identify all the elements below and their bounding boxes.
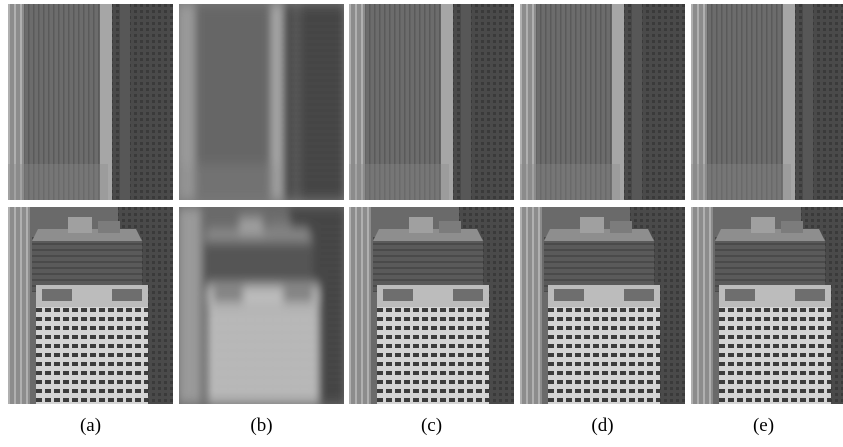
image-content <box>691 4 843 200</box>
bottom-image <box>179 207 344 404</box>
mid-block <box>373 237 483 292</box>
top-image <box>691 4 843 200</box>
top-fade <box>691 164 791 200</box>
roof-unit <box>239 217 263 233</box>
image-content <box>179 4 344 200</box>
roof-unit <box>554 289 584 301</box>
column <box>632 4 642 200</box>
left-building <box>691 207 713 404</box>
front-building <box>548 307 660 404</box>
left-building <box>349 207 371 404</box>
front-building <box>207 307 319 404</box>
column <box>461 4 471 200</box>
left-building <box>8 207 30 404</box>
panel-label: (e) <box>753 415 774 436</box>
top-fade <box>349 164 449 200</box>
mid-block <box>203 237 313 292</box>
roof-unit <box>68 217 92 233</box>
top-image <box>8 4 173 200</box>
column <box>803 4 813 200</box>
roof-unit <box>580 217 604 233</box>
top-image <box>520 4 685 200</box>
mid-block <box>544 237 654 292</box>
dark-building <box>795 4 843 200</box>
roof-unit <box>439 221 461 233</box>
roof-unit <box>781 221 803 233</box>
roof-unit <box>42 289 72 301</box>
image-content <box>8 4 173 200</box>
top-fade <box>8 164 108 200</box>
roof-unit <box>112 289 142 301</box>
roof-unit <box>383 289 413 301</box>
top-fade <box>520 164 620 200</box>
roof-unit <box>453 289 483 301</box>
roof-unit <box>751 217 775 233</box>
roof-unit <box>98 221 120 233</box>
bottom-image <box>349 207 514 404</box>
panel-label: (d) <box>591 415 613 436</box>
bottom-image <box>520 207 685 404</box>
top-image <box>349 4 514 200</box>
left-building <box>179 207 201 404</box>
top-fade <box>179 164 279 200</box>
roof-unit <box>269 221 291 233</box>
mid-block <box>715 237 825 292</box>
roof-unit <box>283 289 313 301</box>
front-building <box>36 307 148 404</box>
panel-label: (a) <box>80 415 101 436</box>
left-building <box>520 207 542 404</box>
roof-unit <box>213 289 243 301</box>
image-content <box>349 4 514 200</box>
roof-unit <box>725 289 755 301</box>
top-image <box>179 4 344 200</box>
image-content <box>520 4 685 200</box>
bottom-image <box>691 207 843 404</box>
roof-unit <box>624 289 654 301</box>
front-building <box>719 307 831 404</box>
bottom-image <box>8 207 173 404</box>
roof-unit <box>795 289 825 301</box>
front-building <box>377 307 489 404</box>
panel-label: (b) <box>250 415 272 436</box>
panel-label: (c) <box>421 415 442 436</box>
figure: (a) (b) (c) (d) (e) <box>0 0 843 442</box>
mid-block <box>32 237 142 292</box>
column <box>120 4 130 200</box>
roof-unit <box>409 217 433 233</box>
roof-unit <box>610 221 632 233</box>
column <box>291 4 301 200</box>
